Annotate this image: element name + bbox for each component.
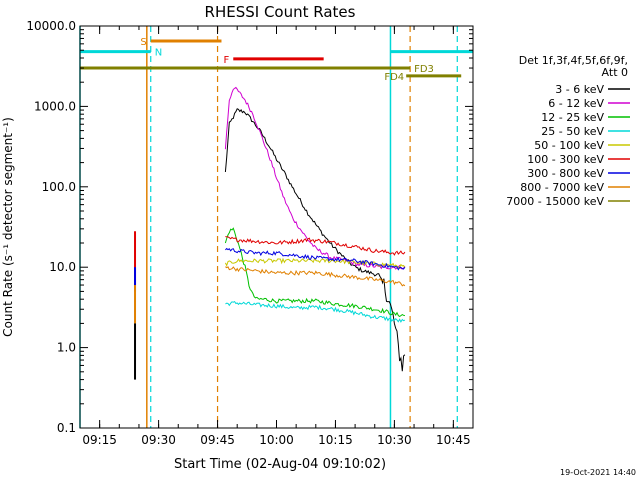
series-line (225, 236, 406, 256)
legend-item-label: 300 - 800 keV (527, 167, 604, 180)
flag-label: FD4 (384, 72, 404, 83)
series-line (225, 266, 406, 287)
flag-label: N (155, 48, 162, 59)
flag-label: S (140, 37, 146, 48)
x-axis-label: Start Time (02-Aug-04 09:10:02) (174, 457, 386, 472)
legend-header: Det 1f,3f,4f,5f,6f,9f, (519, 54, 628, 67)
y-axis: 0.1 1.0 10.0 100.0 1000.0 10000.0 (26, 19, 473, 435)
plot-frame (79, 25, 474, 429)
y-tick-label: 10000.0 (26, 19, 76, 33)
timestamp: 19-Oct-2021 14:40 (560, 468, 636, 477)
y-tick-label: 100.0 (42, 180, 76, 194)
series-line (224, 86, 406, 270)
y-tick-label: 1000.0 (34, 99, 76, 113)
legend-item-label: 7000 - 15000 keV (506, 195, 604, 208)
y-tick-label: 1.0 (57, 341, 76, 355)
x-tick-label: 09:15 (82, 433, 117, 447)
x-tick-label: 10:30 (377, 433, 412, 447)
plot-area: SN F FD3 FD4 (79, 26, 473, 428)
x-axis: 09:15 09:30 09:45 10:00 10:15 10:30 10:45 (79, 26, 474, 447)
x-tick-label: 10:15 (318, 433, 353, 447)
x-tick-label: 10:45 (436, 433, 471, 447)
legend-item-label: 6 - 12 keV (548, 97, 604, 110)
y-tick-label: 0.1 (57, 421, 76, 435)
y-axis-label: Count Rate (s⁻¹ detector segment⁻¹) (1, 117, 15, 337)
x-tick-label: 09:30 (141, 433, 176, 447)
series-line (224, 227, 406, 318)
series-line (225, 300, 406, 323)
legend-item-label: 25 - 50 keV (541, 125, 604, 138)
legend-item-label: 3 - 6 keV (555, 83, 604, 96)
legend-item-label: 50 - 100 keV (534, 139, 604, 152)
legend-item-label: 800 - 7000 keV (520, 181, 604, 194)
flag-label: FD3 (414, 64, 434, 75)
chart-title: RHESSI Count Rates (205, 3, 356, 21)
y-tick-label: 10.0 (49, 260, 76, 274)
legend-item-label: 100 - 300 keV (527, 153, 604, 166)
flag-label: F (224, 55, 230, 66)
series-line (224, 108, 406, 372)
legend-item-label: 12 - 25 keV (541, 111, 604, 124)
x-tick-label: 09:45 (200, 433, 235, 447)
legend-header: Att 0 (602, 66, 628, 79)
x-tick-label: 10:00 (259, 433, 294, 447)
series-line (224, 257, 406, 270)
series-line (225, 247, 406, 271)
